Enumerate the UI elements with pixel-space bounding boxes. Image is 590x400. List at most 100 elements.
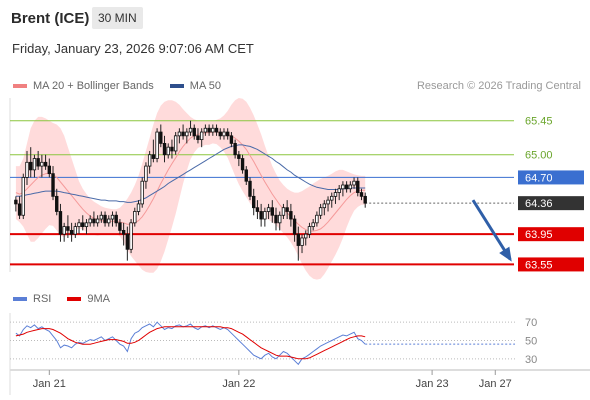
ma20-line <box>15 131 366 232</box>
candle-body <box>140 180 144 205</box>
candle-body <box>233 142 237 156</box>
candle-body <box>21 177 25 216</box>
candle-body <box>43 161 48 167</box>
candle-body <box>203 127 208 133</box>
candle-body <box>292 218 297 235</box>
x-tick-label: Jan 22 <box>222 378 255 390</box>
price-legend: MA 20 + Bollinger Bands MA 50 <box>13 80 237 92</box>
candle-body <box>285 207 289 212</box>
x-tick-label: Jan 23 <box>416 378 449 390</box>
candle-body <box>99 214 104 220</box>
candle-body <box>248 180 252 197</box>
candle-body <box>255 207 260 212</box>
candle-body <box>344 184 349 190</box>
candle-body <box>333 192 338 197</box>
candle-body <box>62 226 66 235</box>
x-tick-label: Jan 27 <box>479 378 512 390</box>
candle-body <box>92 218 96 224</box>
candle-body <box>40 161 44 167</box>
candle-body <box>88 218 92 224</box>
candle-body <box>352 180 356 186</box>
candle-body <box>237 154 241 159</box>
candle-body <box>84 222 89 228</box>
candle-body <box>214 127 219 133</box>
candle-body <box>77 222 81 228</box>
candle-body <box>114 214 118 224</box>
price-label: 63.95 <box>525 229 553 241</box>
candle-body <box>25 161 29 178</box>
candle-body <box>304 233 308 239</box>
candle-body <box>270 207 274 216</box>
candle-body <box>252 195 256 209</box>
candle-body <box>315 214 319 224</box>
candle-body <box>155 131 159 159</box>
candle-body <box>17 203 22 216</box>
candle-body <box>192 127 196 137</box>
instrument-title: Brent (ICE) <box>11 10 90 27</box>
candle-body <box>110 214 115 220</box>
candle-body <box>147 154 152 167</box>
source-credit: Research © 2026 Trading Central <box>416 80 581 92</box>
ma20-swatch <box>13 84 27 88</box>
ma50-swatch <box>169 84 184 88</box>
rsi-tick-label: 30 <box>525 354 537 366</box>
rsi-legend: RSI 9MA <box>13 293 126 305</box>
candle-body <box>14 199 18 205</box>
candle-body <box>58 211 63 235</box>
candle-body <box>129 222 133 250</box>
rsi-tick-label: 50 <box>525 336 537 348</box>
rsi-tick-label: 70 <box>525 317 537 329</box>
legend-rsi-label: RSI <box>33 293 52 305</box>
candle-body <box>311 222 315 228</box>
legend-ma50-label: MA 50 <box>189 80 221 92</box>
candle-body <box>296 233 301 246</box>
price-tag <box>518 257 584 272</box>
x-tick-label: Jan 21 <box>33 378 66 390</box>
candle-body <box>125 233 130 250</box>
candle-body <box>36 158 40 167</box>
candle-body <box>326 199 330 205</box>
candle-body <box>133 211 137 224</box>
forecast-arrow-head <box>499 246 512 262</box>
price-tag <box>518 227 584 242</box>
ma50-line <box>15 144 366 203</box>
candle-body <box>211 127 215 133</box>
timeframe-badge[interactable]: 30 MIN <box>92 7 143 29</box>
candle-body <box>274 214 278 224</box>
candle-body <box>218 131 222 137</box>
candle-body <box>47 165 52 175</box>
candle-body <box>81 222 85 228</box>
price-tag <box>518 196 584 211</box>
forecast-arrow-shaft <box>471 199 512 260</box>
price-label: 65.00 <box>525 150 553 162</box>
legend-ma20: MA 20 + Bollinger Bands <box>13 80 154 92</box>
candle-body <box>173 135 178 152</box>
candle-body <box>318 207 323 216</box>
candle-body <box>225 131 230 137</box>
candle-body <box>359 192 364 197</box>
candle-body <box>159 131 163 144</box>
candle-body <box>55 195 59 212</box>
candle-body <box>222 131 226 137</box>
candle-body <box>107 218 111 224</box>
rsi-9ma-line <box>15 326 366 360</box>
candle-body <box>69 229 74 235</box>
candle-body <box>229 135 234 144</box>
candle-body <box>300 237 304 246</box>
candle-body <box>118 222 122 231</box>
legend-9ma-label: 9MA <box>87 293 110 305</box>
candle-body <box>244 169 248 182</box>
candle-body <box>103 214 107 224</box>
candle-body <box>266 207 271 212</box>
legend-rsi: RSI <box>13 293 51 305</box>
candle-body <box>188 127 193 133</box>
candle-body <box>196 135 200 141</box>
candle-body <box>289 211 293 220</box>
candle-body <box>240 158 245 171</box>
candle-body <box>307 226 312 235</box>
price-label: 63.55 <box>525 259 553 271</box>
candle-body <box>177 131 182 137</box>
candle-body <box>136 203 141 212</box>
candle-body <box>341 184 345 190</box>
